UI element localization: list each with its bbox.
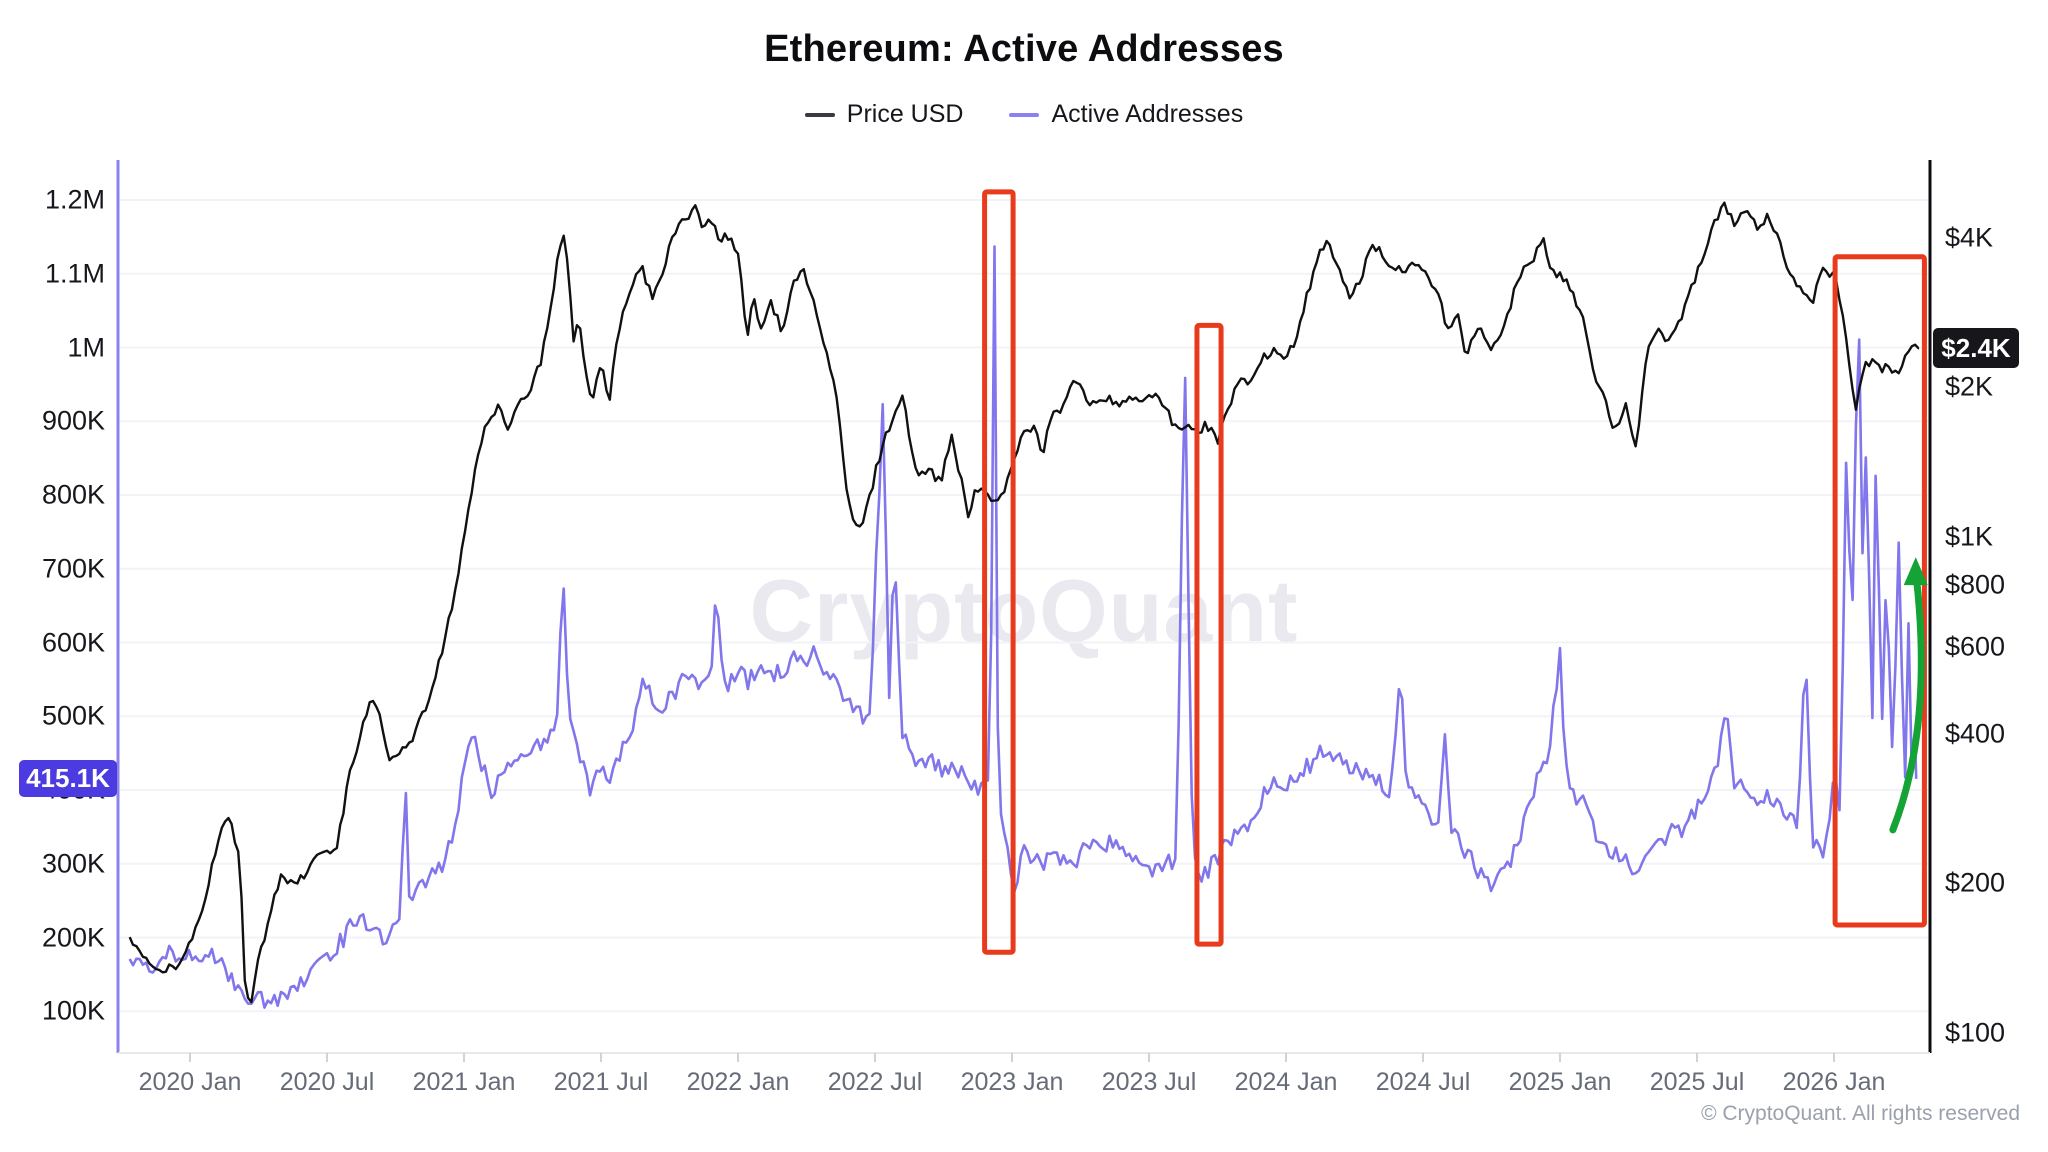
legend-label-active-addresses: Active Addresses	[1051, 100, 1244, 128]
x-axis-tick-label: 2024 Jan	[1234, 1068, 1338, 1096]
green-arrow-head-icon	[1903, 557, 1928, 586]
x-axis-tick-label: 2021 Jul	[553, 1068, 649, 1096]
highlight-red-box	[1194, 322, 1224, 947]
right-axis-tick-label: $400	[1945, 718, 2006, 749]
last-value-badge-active-addresses: 415.1K	[19, 760, 117, 798]
left-axis-tick-label: 200K	[41, 922, 105, 952]
legend-item-price[interactable]: Price USD	[804, 100, 964, 129]
x-axis-tick-label: 2026 Jan	[1782, 1068, 1886, 1096]
left-axis-tick-label: 500K	[41, 700, 105, 731]
price-line-swatch-icon	[804, 112, 835, 117]
highlight-red-box	[1832, 254, 1927, 928]
right-axis-tick-label: $100	[1945, 1017, 2006, 1048]
legend-label-price: Price USD	[846, 100, 964, 128]
price-line	[128, 201, 1920, 1004]
highlight-red-box	[982, 189, 1016, 955]
left-axis-tick-label: 1.1M	[44, 258, 105, 289]
left-axis-tick-label: 600K	[41, 627, 105, 657]
right-axis-tick-label: $1K	[1945, 521, 1994, 552]
legend: Price USD Active Addresses	[0, 100, 2048, 129]
x-axis-tick-label: 2020 Jul	[279, 1068, 375, 1096]
active-addresses-line-swatch-icon	[1009, 112, 1040, 117]
x-axis-tick-label: 2025 Jan	[1508, 1068, 1612, 1096]
left-axis-tick-label: 1M	[67, 332, 105, 362]
x-axis-tick-label: 2022 Jul	[827, 1068, 923, 1096]
x-axis-tick-label: 2023 Jul	[1101, 1068, 1197, 1096]
left-axis-tick-label: 300K	[41, 848, 105, 879]
right-axis-tick-label: $4K	[1945, 222, 1994, 253]
right-axis-tick-label: $200	[1945, 867, 2006, 898]
series-lines	[128, 201, 1920, 1009]
right-axis-tick-label: $2K	[1945, 371, 1994, 402]
axis-lines	[116, 160, 1932, 1062]
gridlines	[118, 199, 1930, 1013]
x-axis-tick-label: 2024 Jul	[1375, 1068, 1471, 1096]
left-axis-tick-label: 100K	[41, 995, 105, 1026]
right-axis-tick-label: $600	[1945, 631, 2006, 662]
legend-item-active-addresses[interactable]: Active Addresses	[1009, 100, 1243, 129]
chart-title: Ethereum: Active Addresses	[764, 28, 1284, 70]
x-axis-tick-label: 2022 Jan	[686, 1068, 790, 1096]
x-axis-tick-label: 2023 Jan	[960, 1068, 1064, 1096]
x-axis-tick-label: 2021 Jan	[412, 1068, 516, 1096]
last-value-badge-price: $2.4K	[1933, 328, 2019, 369]
right-axis-tick-label: $800	[1945, 569, 2006, 600]
left-axis-tick-label: 1.2M	[44, 184, 105, 215]
left-axis-tick-label: 800K	[41, 479, 105, 510]
x-axis-tick-label: 2020 Jan	[138, 1068, 242, 1096]
left-axis-tick-label: 700K	[41, 553, 105, 584]
left-axis-tick-label: 900K	[41, 405, 105, 436]
annotations	[982, 189, 1928, 955]
x-axis-tick-label: 2025 Jul	[1649, 1068, 1745, 1096]
active-addresses-line	[128, 245, 1918, 1009]
copyright-footer: © CryptoQuant. All rights reserved	[1701, 1102, 2020, 1125]
green-arrow	[1889, 577, 1925, 834]
